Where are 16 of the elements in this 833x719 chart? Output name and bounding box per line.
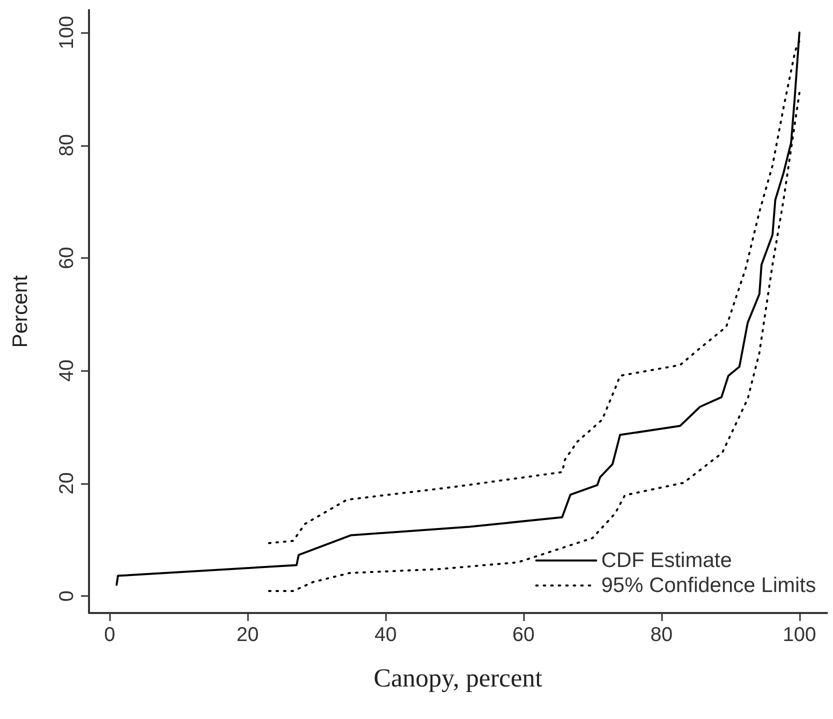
x-tick-label: 100 [782, 624, 816, 646]
x-tick-label: 0 [104, 624, 116, 646]
y-tick-label: 40 [56, 360, 78, 382]
x-tick-label: 40 [374, 624, 397, 646]
x-tick-label: 20 [236, 624, 259, 646]
y-tick-label: 20 [56, 472, 78, 495]
y-tick-label: 60 [56, 246, 78, 270]
legend-label: 95% Confidence Limits [601, 574, 816, 597]
x-tick-label: 80 [650, 624, 673, 646]
y-tick-label: 100 [56, 16, 78, 50]
y-tick-label: 0 [56, 590, 78, 602]
y-axis-title: Percent [9, 275, 32, 348]
y-tick-label: 80 [56, 134, 78, 156]
legend-label: CDF Estimate [601, 549, 732, 572]
x-tick-label: 60 [512, 624, 535, 646]
x-axis-title: Canopy, percent [374, 664, 544, 692]
